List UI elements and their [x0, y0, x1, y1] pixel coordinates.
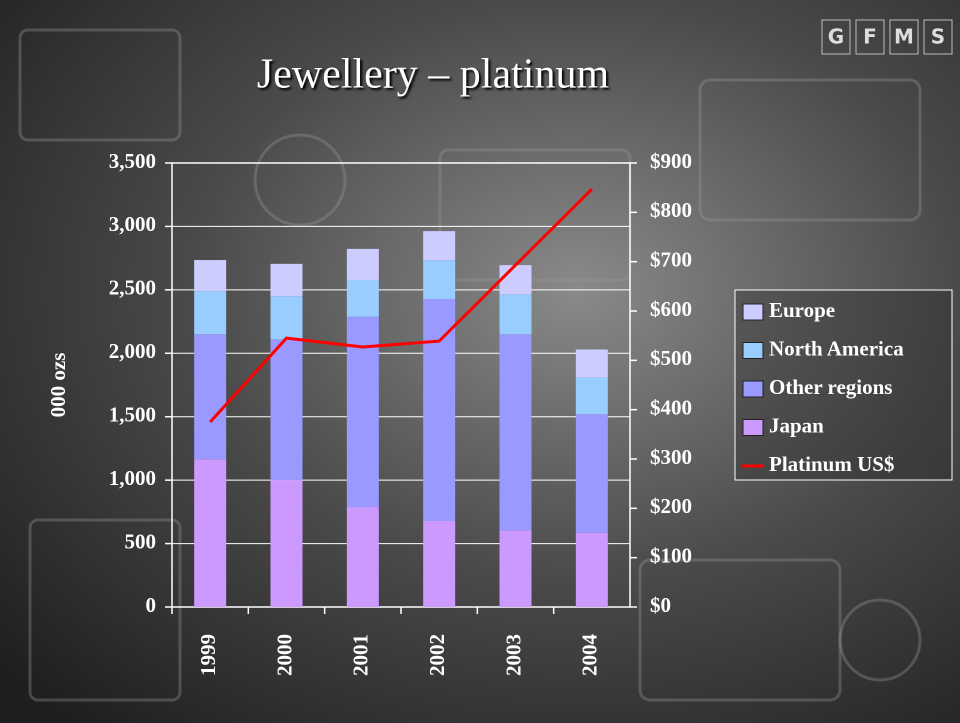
bar-segment — [500, 265, 532, 294]
y2-tick-label: $700 — [650, 247, 692, 271]
bar-segment — [576, 414, 608, 533]
legend-label: North America — [769, 336, 904, 360]
bar-segment — [271, 339, 303, 480]
y-axis-label: 000 ozs — [46, 353, 70, 418]
y2-tick-label: $200 — [650, 494, 692, 518]
y-tick-label: 1,000 — [109, 466, 156, 490]
bar-segment — [194, 260, 226, 291]
page: Jewellery – platinum 000 ozs GFMS 0 500 1,… — [0, 0, 960, 723]
legend-swatch — [743, 420, 763, 436]
bar-segment — [423, 260, 455, 299]
x-tick-label: 2000 — [272, 634, 296, 676]
bar-segment — [271, 480, 303, 607]
logo-letter: G — [828, 25, 844, 49]
legend-label: Europe — [769, 298, 835, 322]
bar-segment — [500, 294, 532, 334]
y-tick-label: 2,000 — [109, 339, 156, 363]
bar-segment — [347, 249, 379, 280]
bar-segment — [500, 530, 532, 607]
y-tick-label: 0 — [146, 593, 157, 617]
y2-tick-label: $300 — [650, 445, 692, 469]
x-tick-label: 2002 — [425, 634, 449, 676]
bar-segment — [576, 349, 608, 377]
legend-swatch — [743, 343, 763, 359]
bar-segment — [347, 280, 379, 317]
y2-tick-label: $800 — [650, 198, 692, 222]
legend-swatch — [743, 304, 763, 320]
bar-segment — [423, 299, 455, 521]
y-tick-label: 500 — [125, 529, 157, 553]
bar-segment — [194, 291, 226, 334]
chart: Jewellery – platinum 000 ozs GFMS 0 500 1,… — [0, 0, 960, 723]
y2-tick-label: $600 — [650, 297, 692, 321]
bar-segment — [576, 377, 608, 414]
legend-swatch — [743, 381, 763, 397]
x-tick-label: 1999 — [196, 634, 220, 676]
legend-label: Japan — [769, 413, 824, 437]
x-tick-label: 2004 — [578, 634, 602, 677]
logo-letter: M — [894, 25, 914, 49]
bar-segment — [347, 507, 379, 607]
chart-title: Jewellery – platinum — [257, 52, 610, 98]
bar-segment — [194, 334, 226, 459]
bar-segment — [194, 459, 226, 607]
bar-segment — [576, 533, 608, 607]
y-tick-label: 1,500 — [109, 403, 156, 427]
bar-segment — [423, 231, 455, 260]
bar-segment — [271, 264, 303, 296]
x-tick-label: 2003 — [501, 634, 525, 676]
y2-tick-label: $100 — [650, 543, 692, 567]
y-tick-label: 2,500 — [109, 276, 156, 300]
bar-segment — [423, 521, 455, 607]
legend-label: Platinum US$ — [769, 452, 894, 476]
bar-segment — [271, 296, 303, 339]
logo-letter: S — [931, 25, 945, 49]
y2-tick-label: $500 — [650, 346, 692, 370]
legend-label: Other regions — [769, 375, 892, 399]
x-tick-label: 2001 — [349, 634, 373, 676]
y2-tick-label: $400 — [650, 395, 692, 419]
y2-tick-label: $0 — [650, 593, 671, 617]
y-tick-label: 3,000 — [109, 212, 156, 236]
y-tick-label: 3,500 — [109, 149, 156, 173]
bar-segment — [500, 334, 532, 530]
logo-letter: F — [863, 25, 877, 49]
y2-tick-label: $900 — [650, 149, 692, 173]
